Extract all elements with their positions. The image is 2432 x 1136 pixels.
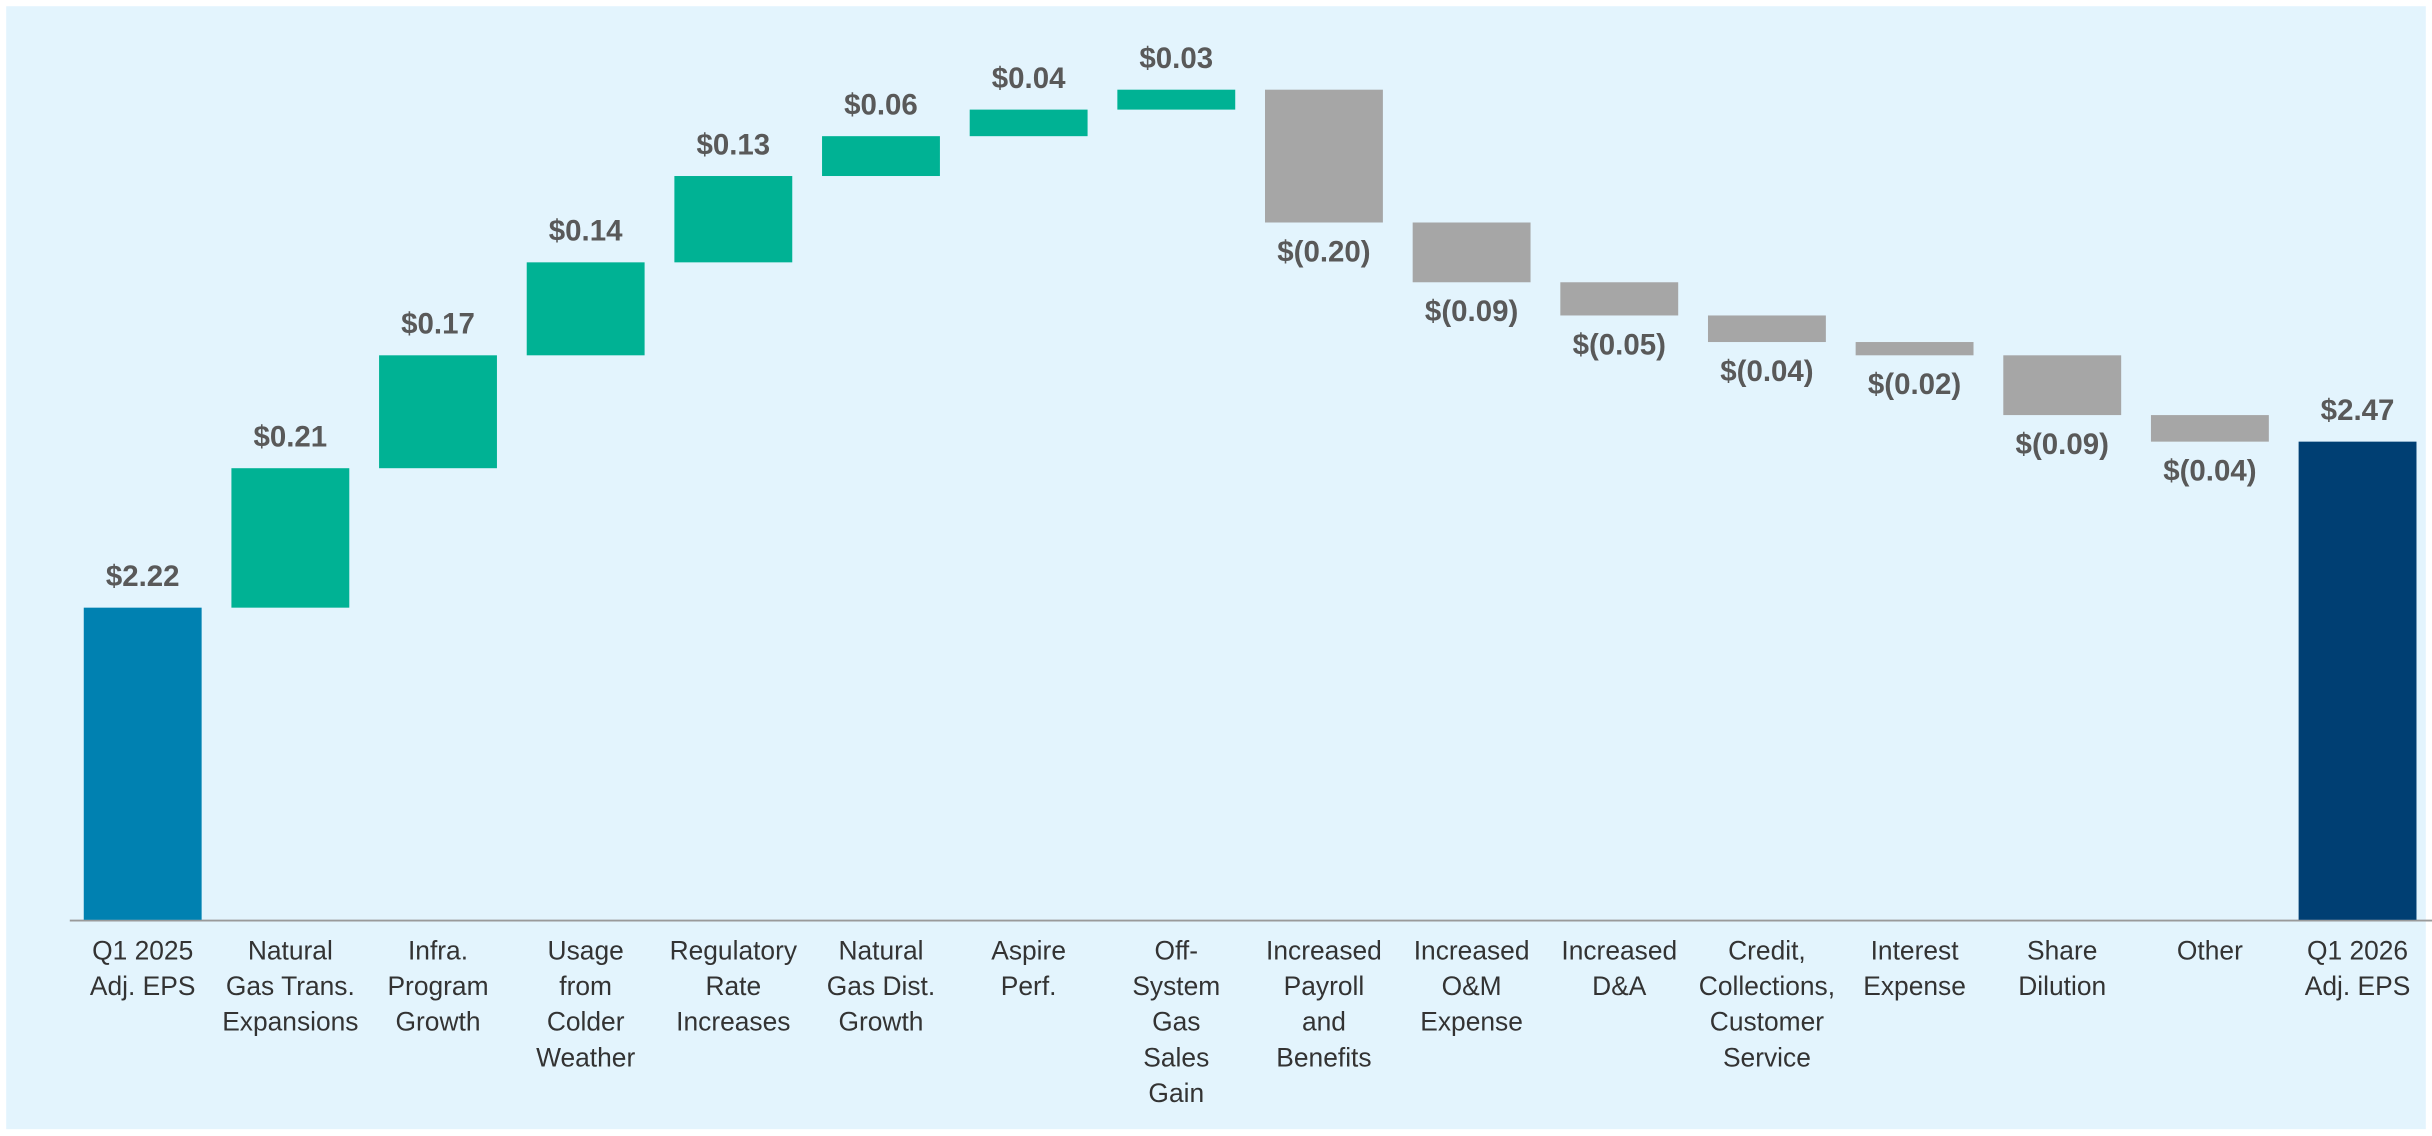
x-tick-label: Weather (536, 1042, 635, 1072)
x-tick-label: System (1132, 971, 1220, 1001)
x-tick-label: Credit, (1728, 935, 1806, 965)
bar (1265, 89, 1383, 223)
x-tick-label: Off- (1155, 935, 1198, 965)
x-tick-label: Adj. EPS (2305, 971, 2411, 1001)
x-tick-label: Increased (1414, 935, 1530, 965)
bar (231, 468, 350, 608)
x-tick-label: Perf. (1001, 971, 1057, 1001)
value-label: $0.14 (549, 215, 623, 248)
x-tick-label: Q1 2026 (2307, 935, 2408, 965)
x-tick-label: Benefits (1276, 1042, 1371, 1072)
x-tick-label: Aspire (991, 935, 1066, 965)
x-tick-label: from (559, 971, 612, 1001)
value-label: $0.21 (253, 421, 327, 454)
chart-background (6, 6, 2426, 1130)
x-tick-label: Increases (676, 1007, 790, 1037)
bar (1855, 342, 1974, 356)
x-tick-label: Adj. EPS (90, 971, 196, 1001)
x-tick-label: Other (2177, 935, 2243, 965)
value-label: $(0.05) (1573, 328, 1666, 361)
value-label: $(0.20) (1277, 235, 1370, 268)
x-tick-label: Expense (1420, 1007, 1523, 1037)
x-tick-label: Gas (1152, 1007, 1200, 1037)
value-label: $2.47 (2321, 394, 2395, 427)
bar (969, 109, 1088, 137)
value-label: $(0.04) (1720, 355, 1813, 388)
bar (2150, 415, 2269, 442)
x-tick-label: Gain (1148, 1078, 1204, 1108)
x-tick-label: Dilution (2018, 971, 2106, 1001)
x-tick-label: Gas Dist. (827, 971, 935, 1001)
x-tick-label: Increased (1561, 935, 1677, 965)
bar (1412, 222, 1531, 283)
x-tick-label: Regulatory (670, 935, 798, 965)
x-tick-label: Program (387, 971, 488, 1001)
x-tick-label: Colder (547, 1007, 625, 1037)
value-label: $0.13 (696, 128, 770, 161)
value-label: $2.22 (106, 560, 180, 593)
x-tick-label: and (1302, 1007, 1346, 1037)
x-tick-label: Expansions (222, 1007, 358, 1037)
bar (526, 262, 645, 356)
bar (83, 607, 202, 920)
value-label: $0.04 (992, 62, 1066, 95)
bar (1707, 315, 1826, 343)
value-label: $(0.09) (1425, 295, 1518, 328)
x-tick-label: Usage (548, 935, 624, 965)
x-tick-label: Natural (838, 935, 923, 965)
value-label: $0.03 (1139, 42, 1213, 75)
bar (379, 355, 497, 469)
x-tick-label: Customer (1710, 1007, 1824, 1037)
value-label: $(0.02) (1868, 368, 1961, 401)
value-label: $(0.04) (2163, 454, 2256, 487)
bar (1117, 89, 1236, 110)
x-tick-label: Growth (396, 1007, 481, 1037)
value-label: $0.17 (401, 308, 475, 341)
bar (2298, 441, 2417, 920)
x-tick-label: D&A (1592, 971, 1647, 1001)
x-tick-label: Collections, (1699, 971, 1835, 1001)
x-tick-label: Natural (248, 935, 333, 965)
bar (2003, 355, 2122, 416)
x-tick-label: Interest (1871, 935, 1960, 965)
x-tick-label: Increased (1266, 935, 1382, 965)
bar (822, 136, 940, 177)
value-label: $0.06 (844, 88, 918, 121)
x-tick-label: Share (2027, 935, 2097, 965)
x-tick-label: O&M (1442, 971, 1502, 1001)
x-tick-label: Service (1723, 1042, 1811, 1072)
x-tick-label: Growth (838, 1007, 923, 1037)
x-tick-label: Rate (705, 971, 761, 1001)
x-tick-label: Sales (1143, 1042, 1209, 1072)
x-tick-label: Payroll (1284, 971, 1365, 1001)
x-tick-label: Expense (1863, 971, 1966, 1001)
x-tick-label: Gas Trans. (226, 971, 355, 1001)
bar (1560, 282, 1679, 316)
value-label: $(0.09) (2016, 428, 2109, 461)
x-tick-label: Q1 2025 (92, 935, 193, 965)
bar (674, 176, 793, 263)
x-tick-label: Infra. (408, 935, 468, 965)
